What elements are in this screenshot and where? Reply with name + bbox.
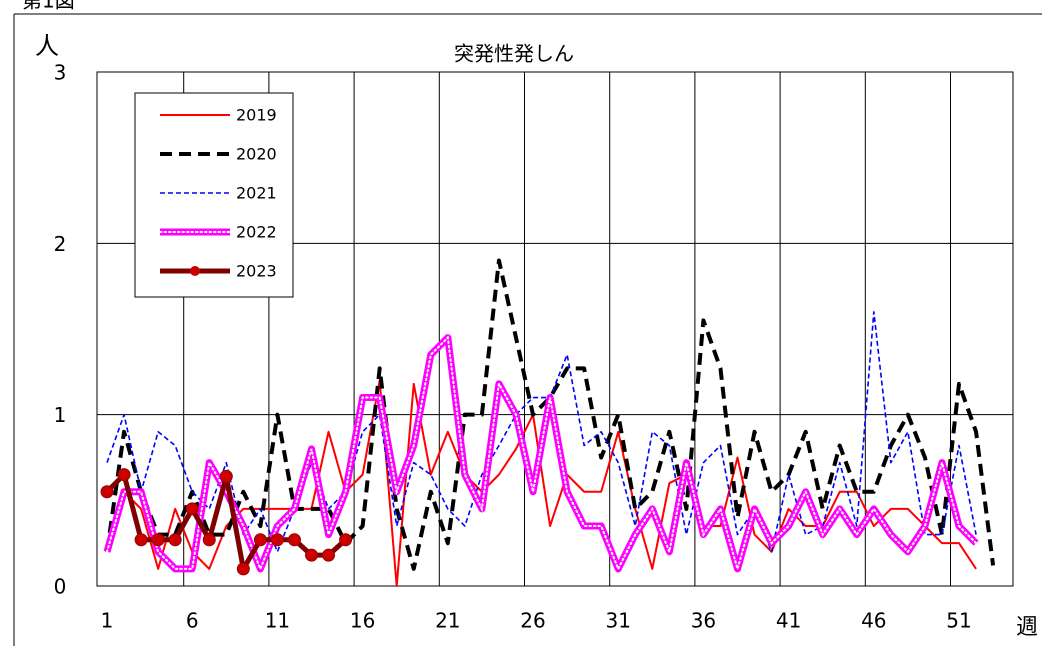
series-line xyxy=(105,258,996,571)
series-marker xyxy=(253,533,267,547)
plot-frame xyxy=(96,71,1014,587)
series-marker xyxy=(202,533,216,547)
series-marker xyxy=(305,548,318,562)
series-line-pattern xyxy=(106,335,978,573)
x-tick-label: 36 xyxy=(691,609,716,633)
x-tick-label: 41 xyxy=(776,609,801,633)
x-tick-label: 6 xyxy=(186,609,199,633)
series-marker xyxy=(134,533,148,547)
y-tick-label: 3 xyxy=(54,61,67,85)
y-tick-label: 2 xyxy=(54,232,67,256)
legend-label: 2020 xyxy=(236,145,277,164)
series-marker xyxy=(270,533,284,547)
series-line xyxy=(106,379,977,587)
x-tick-label: 26 xyxy=(520,609,545,633)
series-line xyxy=(106,311,977,553)
series-marker xyxy=(168,533,182,547)
series-marker xyxy=(185,502,199,516)
legend-label: 2021 xyxy=(236,184,277,203)
legend-label: 2019 xyxy=(236,106,277,125)
x-tick-label: 51 xyxy=(946,609,971,633)
x-tick-label: 46 xyxy=(861,609,886,633)
legend-marker xyxy=(190,266,200,276)
series-marker xyxy=(151,533,165,547)
series-marker xyxy=(287,533,301,547)
x-tick-label: 1 xyxy=(101,609,114,633)
x-tick-label: 21 xyxy=(435,609,460,633)
y-tick-label: 0 xyxy=(54,575,67,599)
x-tick-label: 31 xyxy=(605,609,630,633)
chart-title: 突発性発しん xyxy=(454,42,574,66)
series-marker xyxy=(339,533,353,547)
x-tick-label: 11 xyxy=(265,609,290,633)
x-axis-label: 週 xyxy=(1016,615,1038,640)
legend-box xyxy=(134,92,294,298)
series-marker xyxy=(117,468,131,482)
series-marker xyxy=(100,485,114,499)
y-tick-label: 1 xyxy=(54,403,67,427)
legend: 2019 2020 2021 2022 2023 xyxy=(134,92,294,298)
series-marker xyxy=(236,562,250,576)
x-tick-label: 16 xyxy=(350,609,375,633)
legend-label: 2022 xyxy=(236,223,277,242)
legend-label: 2023 xyxy=(236,262,277,281)
series-marker xyxy=(219,469,233,483)
figure-label: 第1図 xyxy=(22,0,75,13)
series-marker xyxy=(322,548,336,562)
y-axis-label: 人 xyxy=(35,32,59,60)
